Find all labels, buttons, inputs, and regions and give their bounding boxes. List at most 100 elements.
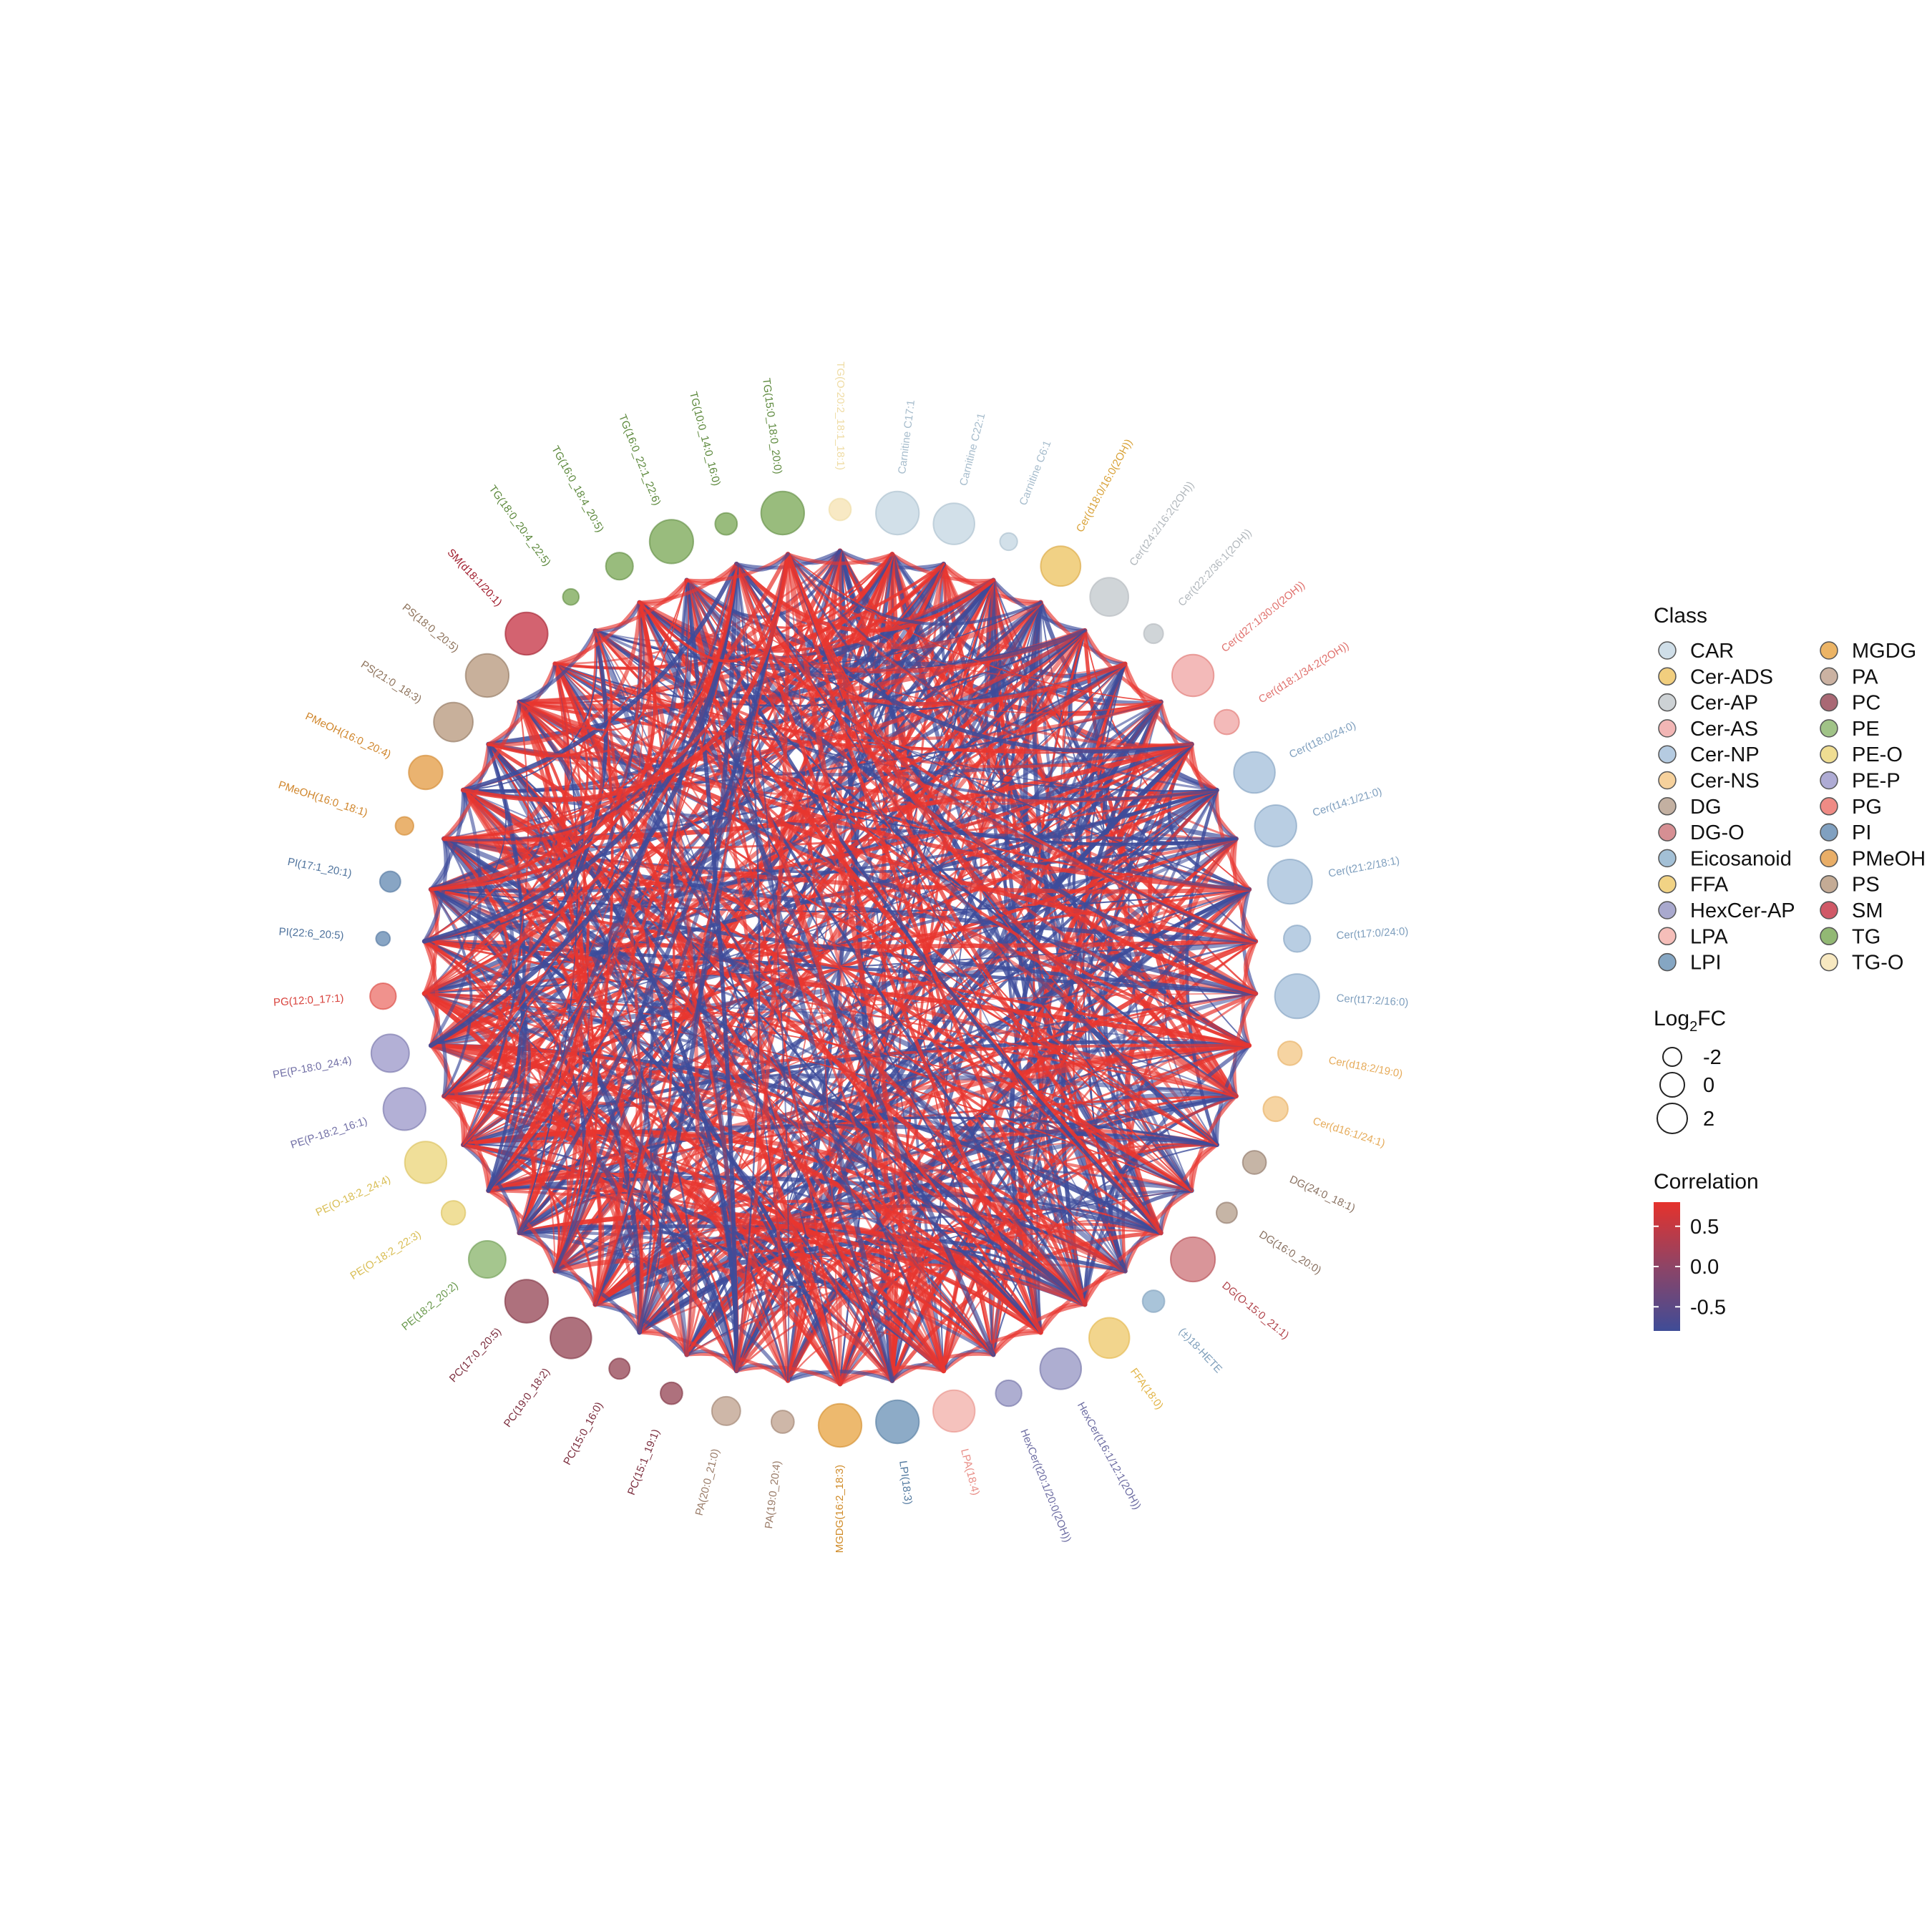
lipid-label: Cer(t21:2/18:1): [1327, 854, 1400, 880]
lipid-label: Cer(t18:0/24:0): [1287, 719, 1358, 761]
lipid-label: PC(17:0_20:5): [447, 1325, 504, 1385]
lipid-node: [999, 532, 1018, 552]
correlation-edge: [686, 579, 1193, 1191]
correlation-edge: [785, 552, 1239, 1099]
legend-class-swatch: [1658, 874, 1677, 894]
correlation-edge: [422, 887, 439, 995]
correlation-edge: [422, 836, 448, 943]
lipid-label: PE(O-18:2_22:3): [348, 1229, 424, 1282]
correlation-edge: [517, 628, 597, 704]
lipid-label: Cer(d27:1/30:0(2OH)): [1219, 579, 1307, 655]
legend-size-label: -2: [1703, 1046, 1722, 1069]
correlation-edge: [443, 1091, 630, 1306]
correlation-edge: [734, 562, 1043, 1335]
correlation-edge: [786, 552, 1257, 943]
lipid-label: PE(18:2_20:2): [399, 1279, 460, 1333]
legend-class-label: Cer-AP: [1690, 692, 1758, 715]
lipid-label: PS(21:0_18:3): [358, 658, 424, 706]
lipid-node: [550, 1317, 592, 1360]
lipid-node: [379, 870, 401, 893]
correlation-edge: [461, 788, 625, 1307]
legend-class-swatch: [1820, 693, 1838, 712]
legend-class-label: Cer-ADS: [1690, 665, 1773, 688]
lipid-node: [714, 512, 738, 536]
lipid-node: [1262, 1096, 1289, 1123]
lipid-node: [1283, 924, 1312, 953]
correlation-edge: [518, 601, 653, 731]
lipid-node: [370, 1033, 410, 1073]
correlation-edge: [442, 552, 790, 841]
legend-class-swatch: [1820, 952, 1838, 972]
correlation-edge: [429, 600, 657, 892]
correlation-edge: [429, 663, 589, 891]
legend-class-swatch: [1658, 745, 1677, 763]
lipid-node: [1141, 1289, 1166, 1313]
legend-size-label: 0: [1703, 1074, 1714, 1097]
lipid-label: LPI(18:3): [897, 1460, 914, 1505]
lipid-label: PE(O-18:2_24:4): [314, 1174, 393, 1219]
legend-class-swatch: [1658, 952, 1677, 972]
lipid-node: [932, 1389, 976, 1433]
lipid-label: PG(12:0_17:1): [273, 992, 344, 1009]
lipid-node: [711, 1395, 741, 1426]
correlation-edge: [553, 578, 690, 1273]
legend-class-swatch: [1658, 771, 1677, 790]
lipid-label: PA(20:0_21:0): [693, 1448, 722, 1517]
correlation-edge: [734, 552, 790, 1373]
lipid-label: Cer(d16:1/24:1): [1312, 1115, 1387, 1150]
lipid-label: Cer(d18:0/16:0(2OH)): [1074, 437, 1135, 535]
legend-class-swatch: [1658, 927, 1677, 946]
correlation-edge: [787, 553, 1126, 677]
lipid-node: [1170, 1236, 1216, 1283]
lipid-node: [382, 1087, 426, 1131]
correlation-edge: [429, 700, 585, 892]
correlation-edge: [787, 553, 841, 1385]
lipid-node: [660, 1381, 683, 1405]
correlation-edge: [787, 553, 1218, 1146]
correlation-edge: [429, 1043, 465, 1147]
correlation-edge: [786, 552, 1043, 626]
lipid-label: PE(P-18:0_24:4): [272, 1054, 353, 1081]
correlation-edge: [734, 552, 790, 572]
legend-class-swatch: [1820, 641, 1838, 660]
legend-class-label: PE-P: [1852, 770, 1901, 793]
lipid-label: PI(22:6_20:5): [278, 926, 344, 942]
lipid-node: [875, 490, 920, 536]
legend-class-label: HexCer-AP: [1690, 899, 1795, 922]
correlation-edge: [786, 553, 1219, 791]
legend-class-swatch: [1820, 823, 1838, 841]
correlation-edge: [734, 1365, 842, 1386]
lipid-node: [1241, 1150, 1267, 1175]
lipid-node: [1089, 577, 1130, 618]
legend-color-tick-label: 0.0: [1690, 1256, 1719, 1279]
correlation-edge: [462, 630, 598, 791]
lipid-label: PMeOH(16:0_20:4): [303, 711, 393, 761]
legend-color-tick-label: -0.5: [1690, 1296, 1726, 1319]
lipid-node: [648, 519, 695, 565]
legend-size-circle: [1662, 1047, 1682, 1067]
lipid-label: PC(15:1_19:1): [625, 1428, 663, 1497]
lipid-node: [1171, 653, 1215, 698]
legend-class-label: LPA: [1690, 925, 1728, 948]
correlation-edge: [638, 1330, 738, 1373]
lipid-node: [760, 490, 806, 536]
correlation-edge: [487, 553, 789, 1192]
legend-size-circle: [1657, 1103, 1688, 1134]
lipid-label: Cer(t24:2/16:2(2OH)): [1127, 479, 1196, 569]
legend-class-swatch: [1820, 719, 1838, 738]
legend-class-swatch: [1658, 719, 1677, 738]
correlation-edge: [422, 940, 439, 1048]
correlation-edge: [429, 888, 473, 1098]
correlation-edge: [461, 1143, 522, 1235]
correlation-edge: [486, 600, 642, 747]
legend-class-label: DG-O: [1690, 821, 1745, 844]
lipid-node: [995, 1379, 1023, 1407]
legend-class-swatch: [1658, 693, 1677, 712]
lipid-node: [1274, 973, 1320, 1020]
legend-size-label: 2: [1703, 1108, 1714, 1131]
correlation-edge: [422, 992, 448, 1098]
correlation-edge: [785, 552, 947, 1374]
correlation-edge: [735, 562, 1126, 1272]
correlation-edge: [486, 578, 689, 1193]
